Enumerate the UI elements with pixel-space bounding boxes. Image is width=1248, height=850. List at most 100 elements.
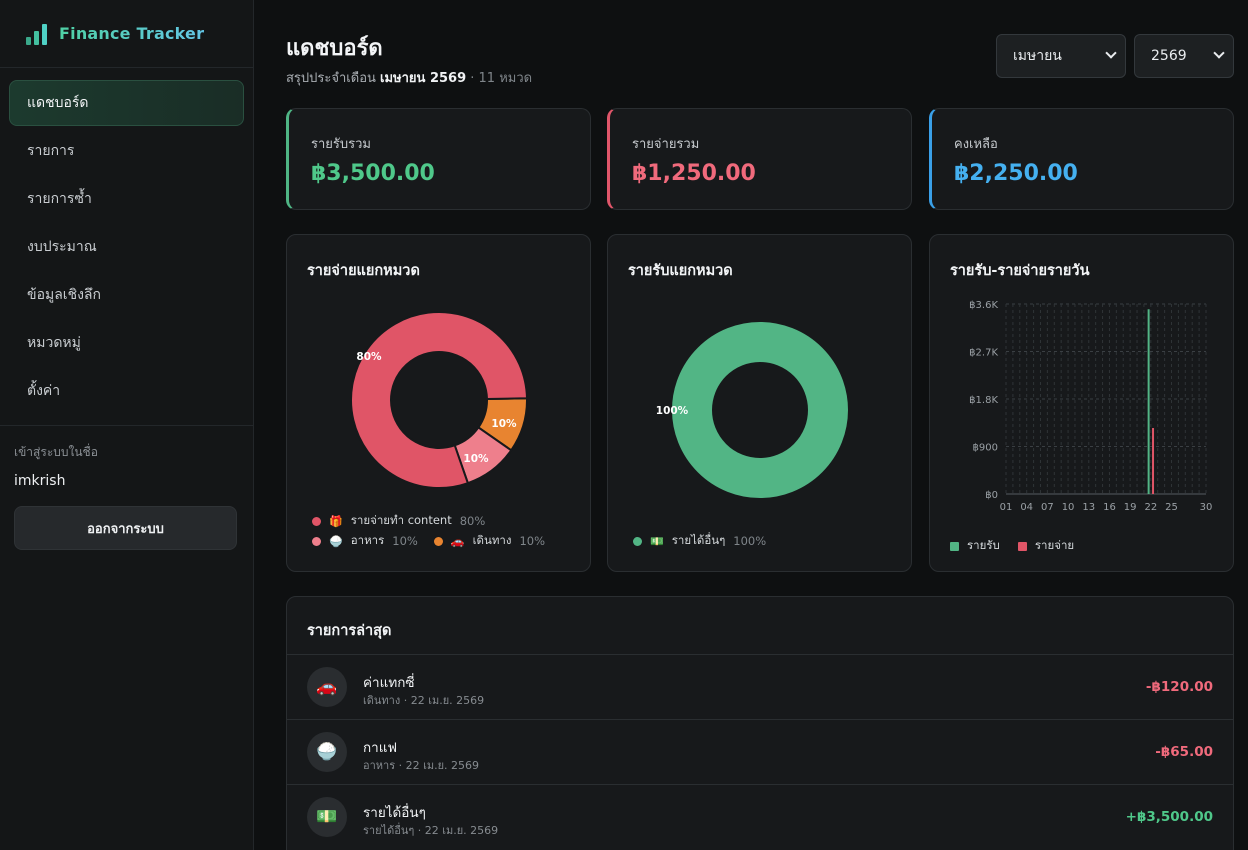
month-select[interactable]: เมษายน bbox=[996, 34, 1126, 78]
expense-panel-title: รายจ่ายแยกหมวด bbox=[307, 263, 420, 279]
logout-button[interactable]: ออกจากระบบ bbox=[14, 506, 237, 550]
expense-legend-row-2: 🍚 อาหาร 10% 🚗 เดินทาง 10% bbox=[312, 532, 561, 550]
legend-label: รายได้อื่นๆ bbox=[671, 533, 726, 547]
app-name: Finance Tracker bbox=[59, 24, 205, 43]
expense-total-label: รายจ่ายรวม bbox=[632, 137, 700, 152]
legend-label: เดินทาง bbox=[472, 533, 512, 547]
sidebar-divider bbox=[0, 425, 254, 426]
transaction-row[interactable]: 💵 รายได้อื่นๆ รายได้อื่นๆ · 22 เม.ย. 256… bbox=[287, 784, 1233, 849]
x-tick-label: 22 bbox=[1144, 502, 1157, 513]
x-tick-label: 30 bbox=[1200, 502, 1213, 513]
rice-bowl-icon: 🍚 bbox=[307, 732, 347, 772]
transaction-name: รายได้อื่นๆ bbox=[363, 805, 426, 821]
legend-label-expense: รายจ่าย bbox=[1034, 538, 1075, 552]
expense-slice-label: 10% bbox=[491, 418, 517, 430]
expense-bar[interactable] bbox=[1152, 428, 1155, 494]
x-tick-label: 10 bbox=[1062, 502, 1075, 513]
income-by-category-panel: รายรับแยกหมวด 100% 💵 รายได้อื่นๆ 100% bbox=[607, 234, 912, 572]
income-panel-title: รายรับแยกหมวด bbox=[628, 263, 733, 279]
expense-slice-label: 10% bbox=[463, 453, 489, 465]
sidebar: Finance Tracker แดชบอร์ด รายการ รายการซ้… bbox=[0, 0, 254, 850]
expense-donut-chart: 10% 10% 80% bbox=[350, 311, 529, 489]
legend-swatch bbox=[950, 541, 959, 551]
transaction-name: กาแฟ bbox=[363, 740, 398, 756]
transaction-meta: อาหาร · 22 เม.ย. 2569 bbox=[363, 759, 480, 772]
legend-dot bbox=[433, 536, 443, 546]
x-tick-label: 19 bbox=[1124, 502, 1137, 513]
gift-icon: 🎁 bbox=[329, 514, 343, 528]
expense-by-category-panel: รายจ่ายแยกหมวด 10% 10% 80% 🎁 รายจ่ายทำ con… bbox=[286, 234, 591, 572]
transaction-meta: รายได้อื่นๆ · 22 เม.ย. 2569 bbox=[363, 824, 499, 837]
recent-transactions-panel: รายการล่าสุด 🚗 ค่าแทกซี่ เดินทาง · 22 เม… bbox=[286, 596, 1234, 850]
rice-bowl-icon: 🍚 bbox=[329, 534, 343, 548]
y-tick-label: ฿2.7K bbox=[969, 348, 998, 359]
car-icon: 🚗 bbox=[307, 667, 347, 707]
y-tick-label: ฿0 bbox=[985, 490, 998, 501]
income-total-label: รายรับรวม bbox=[311, 137, 371, 152]
transaction-row[interactable]: 🚗 ค่าแทกซี่ เดินทาง · 22 เม.ย. 2569 -฿12… bbox=[287, 654, 1233, 719]
sidebar-item-settings[interactable]: ตั้งค่า bbox=[27, 383, 61, 399]
x-tick-label: 01 bbox=[1000, 502, 1013, 513]
expense-total-card: รายจ่ายรวม ฿1,250.00 bbox=[607, 108, 912, 210]
cash-icon: 💵 bbox=[650, 534, 664, 548]
legend-label: รายจ่ายทำ content bbox=[350, 513, 452, 527]
car-icon: 🚗 bbox=[450, 534, 465, 548]
legend-dot bbox=[312, 516, 321, 526]
income-total-value: ฿3,500.00 bbox=[311, 161, 435, 186]
legend-label: อาหาร bbox=[350, 533, 385, 547]
page-title: แดชบอร์ด bbox=[286, 36, 383, 61]
subtitle-period: เมษายน 2569 bbox=[380, 71, 467, 86]
daily-legend: รายรับ รายจ่าย bbox=[950, 537, 1074, 555]
daily-income-expense-panel: รายรับ-รายจ่ายรายวัน ฿0 ฿900 ฿1.8K ฿2.7K ฿3.… bbox=[929, 234, 1234, 572]
balance-value: ฿2,250.00 bbox=[954, 161, 1078, 186]
legend-dot bbox=[312, 536, 321, 546]
x-tick-label: 16 bbox=[1103, 502, 1116, 513]
recent-title: รายการล่าสุด bbox=[307, 623, 392, 639]
expense-legend-row-1: 🎁 รายจ่ายทำ content 80% bbox=[312, 512, 501, 530]
daily-bar-chart: ฿0 ฿900 ฿1.8K ฿2.7K ฿3.6K 01 04 07 10 13 16 19 22 25 3… bbox=[969, 300, 1213, 513]
income-donut-chart: 100% bbox=[656, 322, 848, 498]
transaction-meta: เดินทาง · 22 เม.ย. 2569 bbox=[363, 694, 485, 707]
sidebar-item-transactions[interactable]: รายการ bbox=[27, 143, 75, 159]
balance-label: คงเหลือ bbox=[954, 137, 998, 152]
chevron-down-icon bbox=[1213, 47, 1225, 59]
balance-card: คงเหลือ ฿2,250.00 bbox=[929, 108, 1234, 210]
subtitle-prefix: สรุปประจำเดือน bbox=[286, 71, 376, 86]
sidebar-item-dashboard[interactable]: แดชบอร์ด bbox=[9, 80, 244, 126]
expense-slice-label: 80% bbox=[356, 351, 382, 363]
sidebar-item-recurring[interactable]: รายการซ้ำ bbox=[27, 191, 92, 207]
legend-label-income: รายรับ bbox=[967, 538, 1000, 552]
y-tick-label: ฿1.8K bbox=[969, 395, 998, 406]
sidebar-item-budget[interactable]: งบประมาณ bbox=[27, 239, 97, 255]
income-total-card: รายรับรวม ฿3,500.00 bbox=[286, 108, 591, 210]
donut-slice-label: 100% bbox=[656, 405, 689, 417]
transaction-name: ค่าแทกซี่ bbox=[363, 675, 415, 691]
daily-panel-title: รายรับ-รายจ่ายรายวัน bbox=[950, 263, 1090, 279]
x-tick-label: 07 bbox=[1041, 502, 1054, 513]
x-tick-label: 13 bbox=[1082, 502, 1095, 513]
sidebar-item-insights[interactable]: ข้อมูลเชิงลึก bbox=[27, 287, 101, 303]
x-tick-label: 04 bbox=[1020, 502, 1033, 513]
transaction-row[interactable]: 🍚 กาแฟ อาหาร · 22 เม.ย. 2569 -฿65.00 bbox=[287, 719, 1233, 784]
username: imkrish bbox=[14, 473, 66, 489]
year-select[interactable]: 2569 bbox=[1134, 34, 1234, 78]
sidebar-item-categories[interactable]: หมวดหมู่ bbox=[27, 335, 81, 351]
transaction-amount: +฿3,500.00 bbox=[1125, 809, 1213, 825]
y-tick-label: ฿3.6K bbox=[969, 300, 998, 311]
y-tick-label: ฿900 bbox=[973, 443, 998, 454]
cash-icon: 💵 bbox=[307, 797, 347, 837]
transaction-amount: -฿65.00 bbox=[1155, 744, 1213, 760]
brand[interactable]: Finance Tracker bbox=[0, 0, 253, 68]
login-label: เข้าสู่ระบบในชื่อ bbox=[14, 445, 98, 459]
donut-slice-1[interactable] bbox=[672, 322, 848, 498]
income-bar[interactable] bbox=[1147, 309, 1150, 494]
income-legend-row-1: 💵 รายได้อื่นๆ 100% bbox=[633, 532, 782, 550]
expense-slice-1[interactable] bbox=[350, 311, 529, 489]
legend-dot bbox=[633, 536, 642, 546]
expense-total-value: ฿1,250.00 bbox=[632, 161, 756, 186]
legend-pct: 80% bbox=[459, 514, 486, 528]
legend-pct: 100% bbox=[733, 534, 767, 548]
page-subtitle: สรุปประจำเดือน เมษายน 2569 · 11 หมวด bbox=[286, 67, 532, 88]
sidebar-nav: แดชบอร์ด รายการ รายการซ้ำ งบประมาณ ข้อมู… bbox=[0, 68, 253, 414]
subtitle-category-count: · 11 หมวด bbox=[470, 71, 533, 86]
